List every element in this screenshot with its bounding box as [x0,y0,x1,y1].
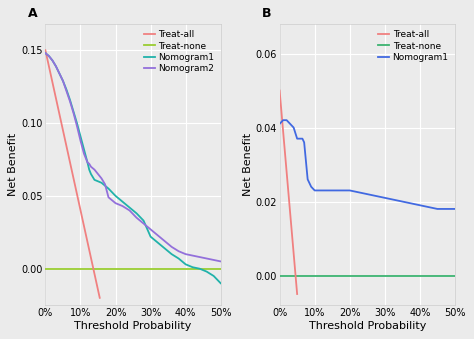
Y-axis label: Net Benefit: Net Benefit [243,133,253,196]
Legend: Treat-all, Treat-none, Nomogram1, Nomogram2: Treat-all, Treat-none, Nomogram1, Nomogr… [142,28,216,75]
Legend: Treat-all, Treat-none, Nomogram1: Treat-all, Treat-none, Nomogram1 [376,28,450,64]
Y-axis label: Net Benefit: Net Benefit [9,133,18,196]
X-axis label: Threshold Probability: Threshold Probability [309,321,426,331]
Text: A: A [28,7,37,20]
Text: B: B [262,7,272,20]
X-axis label: Threshold Probability: Threshold Probability [74,321,191,331]
